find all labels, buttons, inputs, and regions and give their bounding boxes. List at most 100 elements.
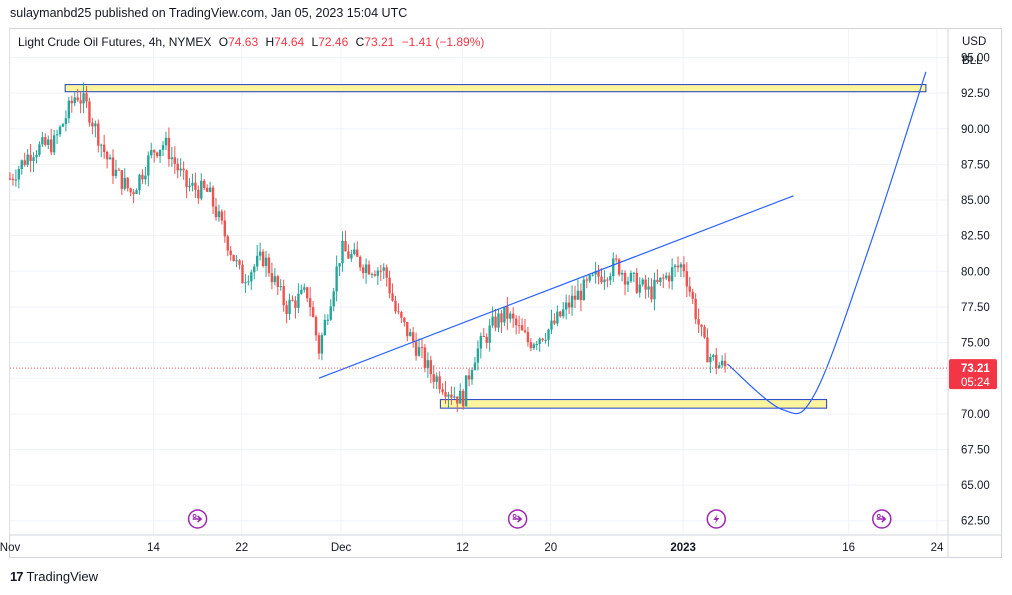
candle-body [117,169,121,171]
y-tick-label: 65.00 [961,480,990,492]
candle-body [211,187,215,207]
candle-body [441,389,444,393]
candle-body [244,282,247,284]
candle-body [620,272,624,275]
candle-body [538,338,541,344]
y-tick-label: 75.00 [961,338,990,350]
candle-body [141,174,144,180]
candle-body [609,276,612,281]
candle-body [97,123,100,146]
candle-body [358,256,362,268]
candle-body [332,291,335,307]
x-tick-label: Dec [331,542,352,554]
candle-body [632,272,636,274]
candle-body [64,118,68,125]
candle-body [573,295,577,300]
candle-body [226,236,229,251]
candle-body [170,157,174,160]
supply-zone [64,84,927,93]
candle-body [144,175,147,180]
candle-body [49,139,53,153]
candle-body [670,267,674,282]
candle-body [547,329,550,340]
candle-body [367,264,371,275]
candle-body [241,264,244,284]
candle-body [470,370,474,380]
candle-body [426,360,430,368]
axis-unit: BLL [962,55,983,67]
y-tick-label: 80.00 [961,266,990,278]
candle-body [703,326,706,338]
candle-body [203,180,206,188]
last-price-badge [949,359,997,390]
candle-body [167,137,171,160]
candle-body [450,394,453,398]
candle-body [638,284,641,293]
candle-body [335,266,338,292]
candle-body [173,157,176,164]
candle-body [523,330,527,333]
candle-body [370,274,374,276]
candle-body [576,290,580,300]
candle-body [261,251,265,267]
candle-body [85,93,88,102]
candle-body [147,155,150,176]
ohlc-legend: Light Crude Oil Futures, 4h, NYMEX O74.6… [18,35,488,49]
candle-body [453,396,456,398]
symbol-title[interactable]: Light Crude Oil Futures, 4h, NYMEX [18,35,212,49]
candle-body [35,154,38,158]
candle-body [514,318,518,326]
low-value: 72.46 [318,35,349,49]
candle-body [311,307,315,318]
candle-body [361,267,365,274]
candle-body [388,277,391,294]
candle-body [644,279,647,290]
candle-body [667,275,671,282]
candle-body [485,336,488,343]
candle-body [606,279,609,281]
candle-body [562,309,565,317]
candle-body [520,325,524,331]
candle-body [232,254,235,261]
candle-body [308,298,312,308]
candle-body [67,100,71,119]
candle-body [626,281,630,285]
candle-body [635,272,639,293]
x-tick-label: Nov [0,542,20,554]
candle-body [182,168,185,171]
candle-body [32,157,35,162]
change-value: −1.41 (−1.89%) [401,35,485,49]
candle-body [564,302,568,310]
candle-body [91,122,94,127]
candle-body [600,276,603,283]
open-label: O [218,35,229,49]
candle-body [712,355,715,357]
candle-body [597,271,600,277]
candle-body [382,267,385,271]
candle-body [612,258,615,277]
y-tick-label: 70.00 [961,409,990,421]
low-label: L [311,35,319,49]
candle-body [497,313,500,328]
candle-body [258,251,262,256]
candle-body [653,279,656,300]
x-tick-label: 14 [147,542,160,554]
candle-body [314,317,318,336]
candle-body [582,279,586,301]
candle-body [617,259,621,275]
candle-body [79,100,82,104]
candle-body [297,293,300,308]
projection-curve [726,71,927,415]
close-value: 73.21 [364,35,395,49]
candle-body [456,396,459,404]
arrow-dot [192,514,197,518]
candle-body [394,300,397,312]
candle-body [718,365,721,369]
candle-body [679,264,683,268]
candle-body [26,154,29,165]
candle-body [491,316,494,326]
candle-body [723,360,727,367]
candle-body [108,157,112,160]
candle-body [179,168,182,171]
